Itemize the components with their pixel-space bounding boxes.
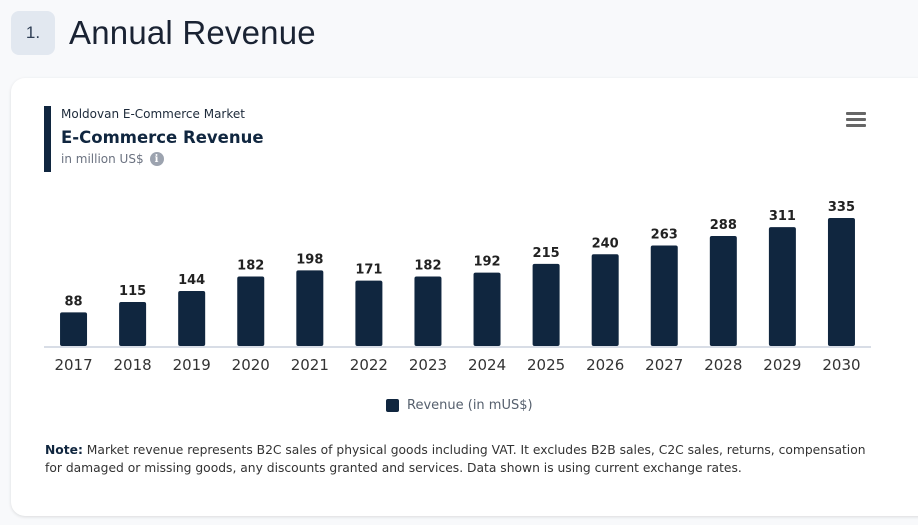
data-label-2026: 240 [592, 236, 619, 251]
section-number-badge: 1. [11, 11, 55, 55]
data-label-2018: 115 [119, 284, 146, 299]
bar-2029[interactable] [768, 227, 796, 346]
x-tick-label-2020: 2020 [232, 356, 270, 374]
x-tick-label-2028: 2028 [704, 356, 742, 374]
x-tick-label-2027: 2027 [645, 356, 683, 374]
x-tick-label-2025: 2025 [527, 356, 565, 374]
chart-subtitle: Moldovan E-Commerce Market [61, 107, 245, 121]
x-tick-label-2029: 2029 [763, 356, 801, 374]
data-label-2021: 198 [296, 252, 323, 267]
x-tick-label-2030: 2030 [822, 356, 860, 374]
info-icon[interactable]: i [149, 152, 164, 166]
x-tick-label-2024: 2024 [468, 356, 506, 374]
bar-2018[interactable] [119, 302, 147, 346]
bar-2020[interactable] [237, 276, 265, 346]
x-tick-label-2023: 2023 [409, 356, 447, 374]
legend-item[interactable]: Revenue (in mUS$) [386, 398, 533, 413]
data-label-2020: 182 [237, 258, 264, 273]
data-label-2027: 263 [651, 228, 678, 243]
data-label-2019: 144 [178, 273, 205, 288]
bar-2028[interactable] [709, 235, 737, 346]
note-label: Note: [45, 443, 83, 457]
x-tick-label-2021: 2021 [291, 356, 329, 374]
bar-2017[interactable] [60, 312, 88, 346]
data-label-2029: 311 [769, 209, 796, 224]
unit-line: in million US$ i [61, 152, 264, 166]
x-tick-label-2017: 2017 [54, 356, 92, 374]
x-tick-label-2022: 2022 [350, 356, 388, 374]
bar-2024[interactable] [473, 272, 501, 346]
chart-title-block: Moldovan E-Commerce Market E-Commerce Re… [44, 106, 264, 172]
bar-2022[interactable] [355, 280, 383, 346]
data-label-2030: 335 [828, 200, 855, 215]
bar-2025[interactable] [532, 263, 560, 346]
data-label-2028: 288 [710, 218, 737, 233]
footnote: Note: Market revenue represents B2C sale… [45, 441, 875, 477]
bar-2030[interactable] [827, 218, 855, 346]
x-tick-label-2019: 2019 [173, 356, 211, 374]
unit-label: in million US$ [61, 152, 144, 166]
section-title: Annual Revenue [69, 14, 316, 51]
data-label-2025: 215 [533, 246, 560, 261]
data-label-2023: 182 [414, 258, 441, 273]
bar-2019[interactable] [178, 290, 206, 346]
bar-2026[interactable] [591, 254, 619, 346]
legend-label: Revenue (in mUS$) [407, 398, 533, 413]
legend-swatch [386, 399, 399, 412]
data-label-2022: 171 [355, 263, 382, 278]
chart-title: E-Commerce Revenue [61, 128, 264, 147]
x-tick-label-2018: 2018 [114, 356, 152, 374]
hamburger-menu-icon[interactable] [846, 112, 866, 130]
chart-card: Moldovan E-Commerce Market E-Commerce Re… [11, 78, 918, 516]
bar-2021[interactable] [296, 270, 324, 346]
bar-chart: 88 2017 115 2018 144 2019 182 2020 198 2021 171 202… [44, 200, 871, 374]
bar-2023[interactable] [414, 276, 442, 346]
data-label-2024: 192 [473, 255, 500, 270]
section-header: 1. Annual Revenue [11, 11, 316, 55]
note-text: Market revenue represents B2C sales of p… [45, 443, 866, 475]
x-tick-label-2026: 2026 [586, 356, 624, 374]
data-label-2017: 88 [64, 294, 82, 309]
bar-2027[interactable] [650, 245, 678, 346]
